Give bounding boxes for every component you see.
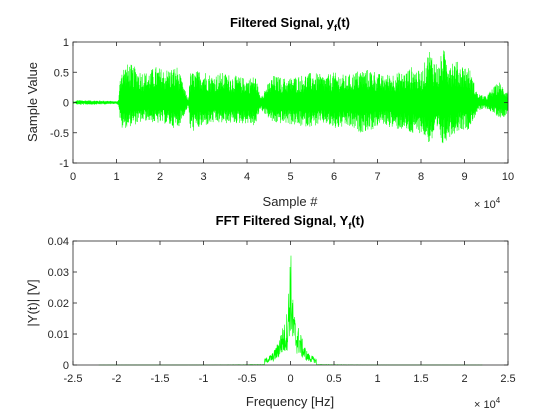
fft-plot-x-tick-label: -0.5 [238,373,257,385]
fft-plot-x-tick-label: 1.5 [413,373,428,385]
fft-plot-x-exponent: × 104 [474,396,501,411]
fft-plot-x-label: Frequency [Hz] [246,394,334,409]
time-plot-x-tick-label: 0 [70,171,76,183]
fft-plot-title-main: FFT Filtered Signal, Y [216,213,349,228]
time-plot-x-tick-label: 3 [200,171,206,183]
fft-plot-x-tick-label: 2 [461,373,467,385]
fft-plot-title-suffix: (t) [351,213,364,228]
time-plot-x-label: Sample # [263,194,319,209]
time-plot-title: Filtered Signal, yf(t) [230,15,350,33]
time-plot-x-tick-label: 2 [157,171,163,183]
time-plot: Filtered Signal, yf(t) 0 1 2 3 4 5 6 7 8 9 10 -1-0… [25,15,514,211]
fft-plot-x-exponent-power: 4 [496,396,501,405]
fft-plot-x-tick-label: 0.5 [326,373,341,385]
fft-plot-x-tick-label: -2 [112,373,122,385]
fft-plot-x-tick-label: -1 [199,373,209,385]
time-plot-x-tick-label: 4 [244,171,250,183]
fft-plot-y-tick-label: 0.03 [48,267,69,279]
time-plot-x-tick-label: 9 [461,171,467,183]
time-plot-y-tick-label: 0.5 [54,67,69,79]
time-plot-title-main: Filtered Signal, y [230,15,335,30]
fft-plot-y-tick-label: 0 [63,360,69,372]
time-plot-x-exponent: × 104 [474,196,501,211]
fft-plot-y-tick-label: 0.01 [48,329,69,341]
time-plot-x-tick-label: 5 [287,171,293,183]
fft-plot-x-tick-label: -2.5 [64,373,83,385]
time-plot-x-tick-label: 6 [331,171,337,183]
time-plot-x-exponent-base: × 10 [474,199,496,211]
time-plot-x-tick-label: 1 [113,171,119,183]
fft-plot-x-tick-label: 1 [374,373,380,385]
fft-plot: FFT Filtered Signal, Yf(t) -2.5 -2 -1.5 -1 -… [25,213,516,411]
time-plot-x-tick-label: 7 [374,171,380,183]
fft-plot-x-tick-label: 2.5 [500,373,515,385]
time-plot-y-tick-label: -1 [59,158,69,170]
fft-plot-x-tick-label: -1.5 [151,373,170,385]
fft-plot-title: FFT Filtered Signal, Yf(t) [216,213,365,231]
fft-plot-x-exponent-base: × 10 [474,399,496,411]
time-plot-y-tick-label: -0.5 [50,128,69,140]
fft-plot-y-tick-label: 0.02 [48,298,69,310]
time-plot-y-tick-label: 1 [63,37,69,49]
fft-plot-y-tick-label: 0.04 [48,236,69,248]
time-plot-title-suffix: (t) [337,15,350,30]
time-plot-y-label: Sample Value [25,62,40,142]
time-plot-x-tick-label: 8 [418,171,424,183]
time-plot-y-tick-label: 0 [63,98,69,110]
time-plot-x-exponent-power: 4 [496,196,501,205]
fft-plot-x-tick-label: 0 [287,373,293,385]
time-plot-x-tick-label: 10 [502,171,514,183]
fft-plot-y-label: |Y(t)| [V] [25,279,40,326]
